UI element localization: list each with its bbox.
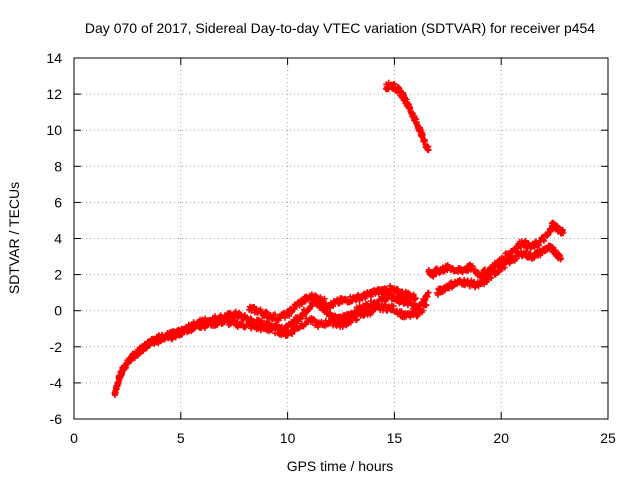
y-tick-label: 0 xyxy=(54,303,62,319)
x-tick-label: 10 xyxy=(280,430,296,446)
y-tick-label: 8 xyxy=(54,158,62,174)
data-point xyxy=(301,321,308,328)
y-tick-label: -4 xyxy=(50,375,63,391)
data-point xyxy=(446,285,453,292)
x-tick-label: 5 xyxy=(177,430,185,446)
data-point xyxy=(367,293,374,300)
data-point xyxy=(423,302,430,309)
x-tick-label: 0 xyxy=(70,430,78,446)
series-5 xyxy=(434,242,565,298)
y-tick-label: 12 xyxy=(46,86,62,102)
grid-lines xyxy=(74,58,608,419)
data-point xyxy=(310,315,317,322)
x-axis-label: GPS time / hours xyxy=(287,458,394,474)
y-tick-label: 10 xyxy=(46,122,62,138)
data-point xyxy=(263,308,270,315)
data-point xyxy=(412,295,419,302)
data-point xyxy=(286,312,293,319)
x-tick-label: 25 xyxy=(600,430,616,446)
y-tick-label: -2 xyxy=(50,339,63,355)
data-point xyxy=(314,324,321,331)
y-tick-label: 6 xyxy=(54,194,62,210)
data-point xyxy=(558,255,565,262)
data-point xyxy=(272,311,279,318)
y-axis-label: SDTVAR / TECUs xyxy=(6,182,22,294)
y-tick-label: 4 xyxy=(54,231,62,247)
y-tick-label: 2 xyxy=(54,267,62,283)
data-point xyxy=(425,289,432,296)
data-point xyxy=(390,303,397,310)
data-point xyxy=(339,323,346,330)
data-point xyxy=(501,264,508,271)
data-point xyxy=(419,131,426,138)
data-point xyxy=(329,316,336,323)
data-point xyxy=(288,330,295,337)
y-axis-ticks: -6 -4 -2 0 2 4 6 8 10 12 14 xyxy=(46,50,608,427)
series-1 xyxy=(147,301,430,347)
data-point xyxy=(425,147,432,154)
data-point xyxy=(347,319,354,326)
series-3 xyxy=(382,79,432,154)
data-point xyxy=(289,331,296,338)
y-tick-label: 14 xyxy=(46,50,62,66)
y-tick-label: -6 xyxy=(50,411,63,427)
data-point xyxy=(354,316,361,323)
x-tick-label: 20 xyxy=(493,430,509,446)
data-point xyxy=(506,260,513,267)
data-point xyxy=(552,247,559,254)
data-point xyxy=(419,307,426,314)
data-points xyxy=(111,79,567,398)
data-point xyxy=(488,274,495,281)
chart-title: Day 070 of 2017, Sidereal Day-to-day VTE… xyxy=(85,20,595,36)
series-2 xyxy=(246,282,419,324)
data-point xyxy=(560,230,567,237)
x-tick-label: 15 xyxy=(387,430,403,446)
data-point xyxy=(273,324,280,331)
data-point xyxy=(281,328,288,335)
x-axis-ticks: 0 5 10 15 20 25 xyxy=(70,58,616,446)
